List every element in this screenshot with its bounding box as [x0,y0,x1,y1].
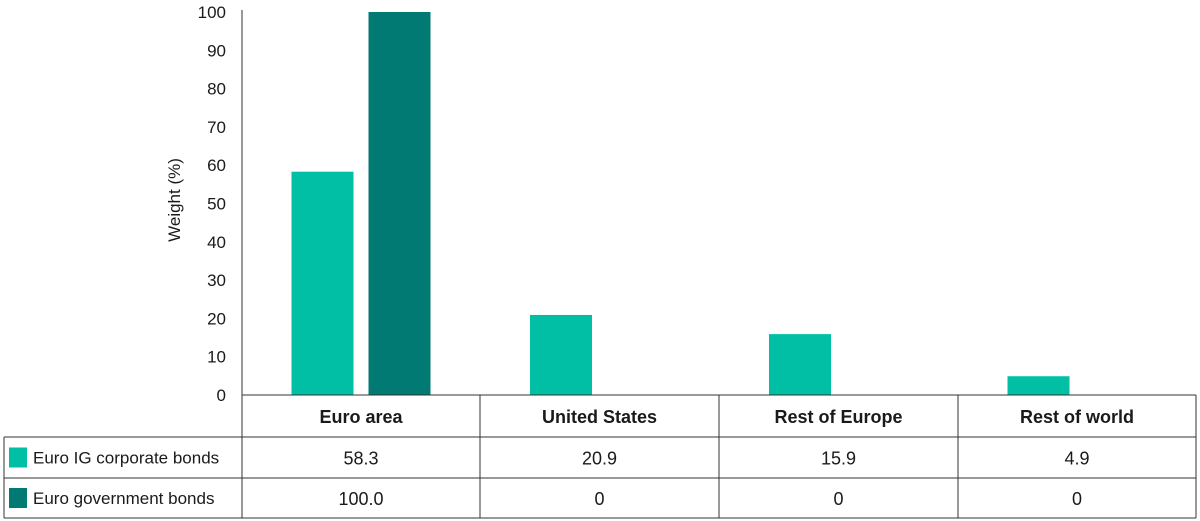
y-tick-label: 10 [207,348,226,367]
y-axis-ticks: 0 10 20 30 40 50 60 70 80 90 100 [198,3,243,405]
y-tick-label: 90 [207,41,226,60]
y-tick-label: 20 [207,309,226,328]
bar-euro-ig-corporate-bonds-rest-of-europe [769,334,831,395]
y-tick-label: 100 [198,3,226,22]
x-category-label: Rest of Europe [774,407,902,427]
table-cell-value: 15.9 [821,449,856,469]
y-tick-label: 80 [207,80,226,99]
table-cell-value: 0 [1072,489,1082,509]
y-tick-label: 60 [207,156,226,175]
x-category-label: United States [542,407,657,427]
table-cell-value: 100.0 [338,489,383,509]
data-table: Euro area United States Rest of Europe Rest… [3,394,1197,519]
legend-label: Euro IG corporate bonds [33,449,219,468]
y-tick-label: 50 [207,195,226,214]
x-category-label: Rest of world [1020,407,1134,427]
table-cell-value: 58.3 [343,449,378,469]
y-tick-label: 40 [207,233,226,252]
y-tick-label: 0 [217,386,226,405]
legend-label: Euro government bonds [33,489,214,508]
y-tick-label: 30 [207,271,226,290]
y-axis-title: Weight (%) [165,158,184,242]
table-cell-value: 20.9 [582,449,617,469]
bar-euro-ig-corporate-bonds-euro-area [291,171,354,395]
table-cell-value: 0 [594,489,604,509]
bars-group [291,12,1070,395]
x-category-label: Euro area [319,407,403,427]
bar-euro-ig-corporate-bonds-rest-of-world [1007,376,1070,395]
table-cell-value: 4.9 [1064,449,1089,469]
bar-euro-government-bonds-euro-area [368,12,431,395]
table-cell-value: 0 [833,489,843,509]
bar-euro-ig-corporate-bonds-united-states [530,314,592,395]
legend-swatch [9,488,27,508]
legend-swatch [9,447,27,468]
y-tick-label: 70 [207,118,226,137]
